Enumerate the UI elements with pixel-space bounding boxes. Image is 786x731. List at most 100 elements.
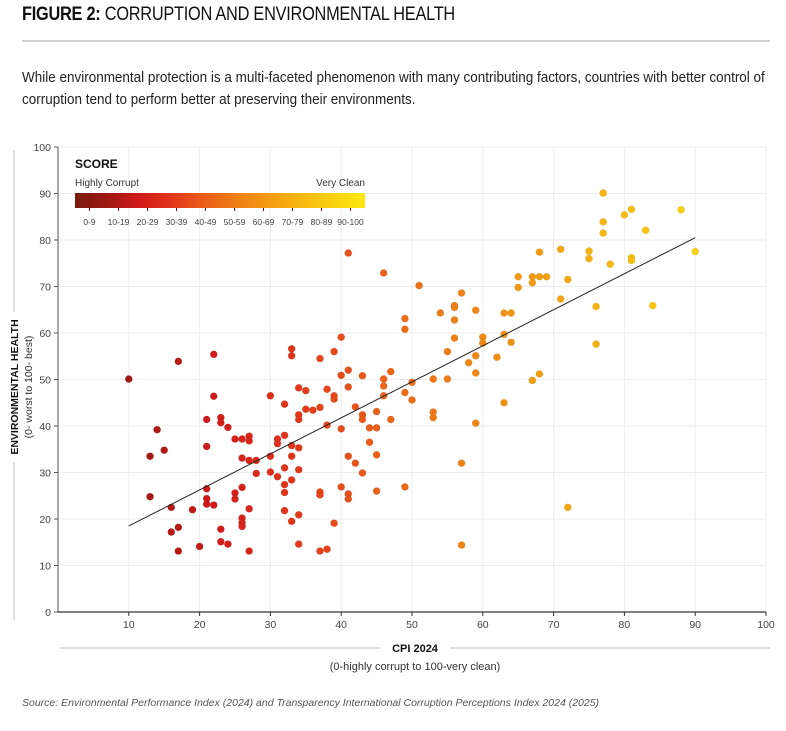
data-point — [337, 371, 346, 380]
y-ticks: 0 10 20 30 40 50 60 70 80 90 100 — [33, 142, 58, 619]
data-point — [464, 358, 473, 367]
legend-bin-label: 10-19 — [108, 217, 130, 227]
y-tick-label: 90 — [39, 189, 51, 201]
data-point — [280, 463, 289, 472]
data-point — [301, 386, 310, 395]
data-point — [216, 525, 225, 534]
data-point — [429, 413, 438, 422]
data-point — [280, 400, 289, 409]
data-point — [146, 492, 154, 501]
x-tick-label: 10 — [123, 619, 135, 631]
data-point — [457, 541, 466, 549]
legend-bin-label: 90-100 — [337, 217, 364, 227]
data-point — [563, 503, 572, 512]
data-point — [344, 249, 353, 257]
data-point — [450, 334, 459, 343]
data-point — [174, 357, 183, 366]
data-point — [500, 309, 508, 317]
data-point — [691, 247, 700, 256]
data-point — [224, 423, 232, 432]
data-point — [294, 465, 303, 474]
data-point — [507, 338, 516, 347]
data-point — [471, 419, 480, 428]
data-point — [599, 229, 608, 237]
data-point — [599, 189, 608, 197]
data-point — [238, 454, 246, 462]
data-point — [648, 301, 657, 310]
data-point — [408, 396, 416, 404]
data-point — [372, 450, 381, 459]
legend-high-label: Very Clean — [316, 178, 365, 189]
legend-bin-label: 60-69 — [253, 217, 275, 227]
data-point — [556, 245, 565, 254]
y-axis-title: ENVIRONMENTAL HEALTH — [9, 319, 21, 454]
data-point — [344, 452, 353, 461]
data-point — [344, 366, 353, 375]
data-point — [294, 415, 303, 424]
data-point — [379, 375, 388, 383]
data-point — [209, 350, 218, 359]
figure-number: FIGURE 2: — [22, 4, 101, 25]
data-point — [323, 385, 331, 394]
x-axis-title: CPI 2024 — [392, 643, 439, 655]
data-point — [372, 487, 381, 495]
y-tick-label: 30 — [39, 468, 51, 480]
data-point — [563, 275, 572, 284]
data-point — [245, 547, 254, 555]
data-point — [231, 435, 239, 443]
data-point — [627, 256, 636, 265]
data-point — [528, 376, 537, 385]
data-point — [379, 382, 388, 390]
data-point — [316, 403, 324, 412]
data-point — [174, 523, 183, 532]
data-point — [641, 226, 650, 235]
data-point — [245, 504, 254, 513]
data-point — [287, 344, 296, 353]
legend-bin-label: 20-29 — [137, 217, 159, 227]
data-point — [415, 281, 423, 290]
data-point — [280, 431, 289, 440]
data-point — [294, 383, 303, 392]
data-point — [620, 210, 629, 219]
data-point — [308, 406, 317, 415]
data-point — [457, 289, 466, 297]
data-point — [337, 424, 346, 433]
source-note: Source: Environmental Performance Index … — [22, 697, 600, 709]
legend-bin-label: 40-49 — [195, 217, 217, 227]
y-tick-label: 80 — [39, 235, 51, 247]
data-point — [294, 510, 303, 519]
data-point — [273, 439, 282, 448]
legend: SCORE Highly Corrupt Very Clean 0-9 10-19… — [75, 157, 365, 227]
data-point — [323, 545, 331, 554]
data-point — [500, 398, 508, 407]
data-point — [231, 495, 239, 503]
data-point — [599, 217, 608, 226]
x-ticks: 10 20 30 40 50 60 70 80 90 100 — [123, 612, 775, 631]
figure-title-text: CORRUPTION AND ENVIRONMENTAL HEALTH — [104, 4, 455, 25]
data-point — [202, 500, 211, 509]
x-tick-label: 30 — [265, 619, 277, 631]
data-point — [287, 517, 296, 526]
data-point — [507, 309, 516, 317]
data-point — [252, 469, 261, 478]
data-point — [351, 459, 360, 468]
y-tick-label: 60 — [39, 328, 51, 340]
data-point — [358, 371, 367, 380]
legend-bin-label: 0-9 — [83, 217, 96, 227]
data-point — [535, 248, 544, 256]
data-point — [401, 388, 409, 397]
data-point — [209, 501, 218, 509]
data-point — [372, 423, 381, 432]
data-point — [386, 367, 395, 376]
data-point — [273, 472, 282, 481]
data-point — [471, 351, 480, 360]
y-tick-label: 0 — [45, 607, 51, 619]
grid — [58, 146, 767, 612]
legend-bin-label: 80-89 — [311, 217, 333, 227]
data-point — [330, 347, 339, 356]
data-point — [174, 547, 183, 555]
data-point — [592, 340, 600, 349]
data-points — [124, 189, 700, 555]
x-tick-label: 40 — [335, 619, 347, 631]
y-axis-subtitle: (0- worst to 100- best) — [23, 336, 35, 439]
